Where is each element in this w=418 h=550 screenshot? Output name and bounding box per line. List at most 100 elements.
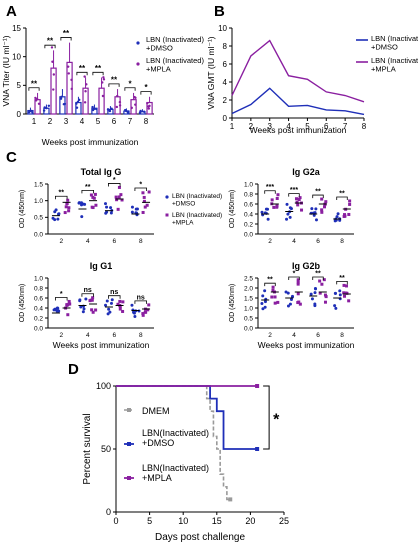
panel-c-total-ig-g-point (83, 202, 87, 206)
panel-c-total-ig-g-point (66, 198, 70, 202)
panel-c-total-ig-g-point (115, 198, 119, 202)
panel-c-ig-g1-sig-bracket (134, 300, 147, 304)
panel-c-ig-g2a-point (295, 200, 299, 204)
panel-c-total-ig-g-point (145, 203, 149, 207)
panel-c-ig-g2b-sig-bracket (336, 281, 348, 285)
panel-a-xtick-label: 8 (144, 117, 149, 126)
panel-c-ig-g2b-point (261, 294, 265, 298)
panel-c-total-ig-g-xtick-label: 2 (59, 238, 63, 245)
panel-c-ig-g1-ytick-label: 0.4 (34, 305, 43, 312)
panel-c-total-ig-g-title: Total Ig G (81, 167, 122, 177)
panel-a-sig-label: ** (47, 37, 54, 46)
panel-a-point (62, 103, 66, 106)
panel-c-ig-g2a-point (324, 200, 328, 204)
panel-a-letter: A (6, 3, 17, 20)
panel-b-legend-dmso: LBN (Inactivated)+DMSO (371, 34, 418, 52)
panel-c-ig-g1-point (66, 303, 70, 307)
panel-c-ig-g1-xtick-label: 2 (59, 332, 63, 339)
panel-a-point (84, 90, 87, 93)
panel-d-legend-dmso-square (127, 442, 131, 446)
panel-c-ig-g1-point (107, 307, 111, 311)
panel-c-total-ig-g-point (117, 185, 121, 189)
panel-c-ig-g1-point (130, 303, 134, 307)
panel-c-ig-g2b-point (296, 278, 300, 282)
panel-c-total-ig-g-xtick-label: 6 (112, 238, 116, 245)
panel-c-total-ig-g-point (91, 195, 95, 199)
panel-c-total-ig-g-sig-bracket (55, 195, 68, 200)
panel-d-survival-curve (116, 385, 258, 450)
panel-c-ig-g2a-ytick-label: 0.2 (244, 221, 253, 228)
panel-c-ig-g2b-point (289, 298, 293, 302)
panel-c-ig-g1-point (91, 310, 95, 314)
panel-c-ig-g2b-point (318, 279, 322, 283)
panel-c-total-ig-g-point (142, 199, 146, 203)
panel-c-ig-g1-ytick-label: 0.8 (34, 285, 43, 292)
panel-c-total-ig-g-point (103, 202, 107, 206)
panel-c-ig-g2a-point (314, 207, 318, 211)
panel-c-ig-g1-point (67, 299, 71, 303)
panel-c-total-ig-g-ytick-label: 1.5 (34, 181, 43, 188)
panel-b-xtick-label: 6 (324, 122, 329, 131)
panel-c-ig-g1-ytick-label: 0.6 (34, 295, 43, 302)
panel-c-ig-g2b-sig-label: ** (315, 271, 321, 278)
panel-a-point (108, 109, 112, 113)
panel-d-ytick-label: 50 (101, 444, 111, 454)
panel-c-ig-g1-point (116, 302, 120, 306)
panel-c-total-ig-g-point (94, 203, 98, 207)
panel-b-ytick-label: 6 (223, 60, 228, 69)
panel-d-letter: D (68, 361, 79, 378)
panel-c-ig-g1-point (68, 302, 72, 306)
panel-b-series-line (231, 87, 365, 116)
panel-c-ig-g2a-point (320, 208, 324, 212)
panel-b-xtick-label: 1 (230, 122, 235, 131)
panel-c-ig-g2b-point (323, 300, 327, 304)
panel-c-ig-g2b-point (344, 291, 348, 295)
panel-c-ig-g1-point (132, 311, 136, 315)
panel-c-ig-g2b-point (296, 282, 300, 286)
panel-c-ig-g2b-point (263, 289, 267, 293)
panel-c-total-ig-g-ylabel: OD (450nm) (19, 190, 26, 229)
panel-c-ig-g2a-xtick-label: 2 (268, 238, 272, 245)
panel-c-ig-g2b-ytick-label: 0.5 (244, 315, 253, 322)
panel-c-ig-g2b-point (286, 304, 290, 308)
panel-c-ig-g1-point (118, 299, 122, 303)
panel-c-total-ig-g-sig-bracket (81, 190, 94, 194)
panel-d-xtick-label: 5 (147, 516, 152, 526)
panel-c-ig-g2b-point (338, 293, 342, 297)
panel-c-ig-g2a-sig-label: ** (339, 190, 345, 197)
panel-d-xtick-label: 15 (212, 516, 222, 526)
panel-c-legend-dmso: LBN (Inactivated) +DMSO (172, 193, 222, 208)
panel-c-ig-g2a-point (347, 212, 351, 216)
panel-c-ig-g2b-sig-bracket (288, 276, 300, 280)
panel-c-total-ig-g-point (80, 201, 84, 205)
panel-c-ig-g1-point (81, 310, 85, 314)
panel-d-survival-curve (116, 385, 231, 501)
panel-a-sig-label: * (128, 79, 132, 88)
panel-a-sig-bracket (76, 71, 88, 76)
panel-a-xtick-label: 3 (64, 117, 69, 126)
panel-c-total-ig-g-ytick-label: 0.5 (34, 215, 43, 222)
panel-c-total-ig-g-point (109, 211, 113, 215)
panel-a-point (138, 111, 142, 115)
panel-c-total-ig-g-sig-label: * (113, 177, 116, 184)
panel-c-ig-g2a-sig-label: ** (315, 189, 321, 196)
panel-c-ig-g1-sig-label: ns (137, 294, 145, 301)
panel-d-xtick-label: 20 (245, 516, 255, 526)
panel-b-ytick-label: 8 (223, 42, 228, 51)
panel-c-ig-g2b-point (320, 282, 324, 286)
panel-a-legend-dmso: LBN (Inactivated) +DMSO (146, 35, 204, 53)
panel-a-sig-label: * (144, 83, 148, 92)
panel-c-ig-g1-point (141, 312, 145, 316)
panel-c-ig-g2a-point (312, 213, 316, 217)
panel-c-ig-g2a-point (348, 199, 352, 203)
panel-a-point (42, 109, 46, 112)
panel-c-total-ig-g-sig-label: * (139, 181, 142, 188)
panel-a-sig-label: ** (63, 29, 70, 38)
panel-c-ig-g2b-title: Ig G2b (292, 261, 321, 271)
panel-d-legend-mpla: LBN(Inactivated) +MPLA (142, 463, 209, 483)
panel-c-ig-g2b-point (290, 294, 294, 298)
panel-c-ig-g1-ytick-label: 0.0 (34, 325, 43, 332)
panel-c-ig-g1-point (118, 305, 122, 309)
panel-c-ig-g1-sig-label: ns (84, 287, 92, 294)
panel-a-point (102, 78, 106, 81)
